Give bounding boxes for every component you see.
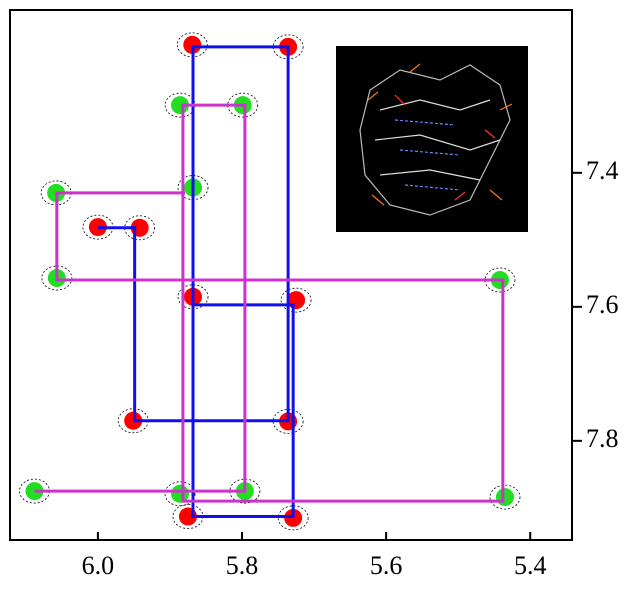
x-tick-label: 5.4 [514, 551, 547, 580]
chart: 6.0 5.8 5.6 5.4 7.4 7.6 7.8 [0, 0, 636, 590]
peak [287, 291, 305, 309]
peak [496, 488, 514, 506]
x-tick-label: 5.6 [370, 551, 403, 580]
y-tick-label: 7.6 [586, 290, 619, 319]
y-tick-label: 7.4 [586, 156, 619, 185]
page: {"chart_data": {"type": "scatter", "xlim… [0, 0, 636, 590]
assignment-walk [98, 47, 293, 517]
x-tick-label: 6.0 [82, 551, 115, 580]
structure-inset [336, 46, 528, 232]
x-tick-label: 5.8 [226, 551, 259, 580]
y-tick-label: 7.8 [586, 424, 619, 453]
